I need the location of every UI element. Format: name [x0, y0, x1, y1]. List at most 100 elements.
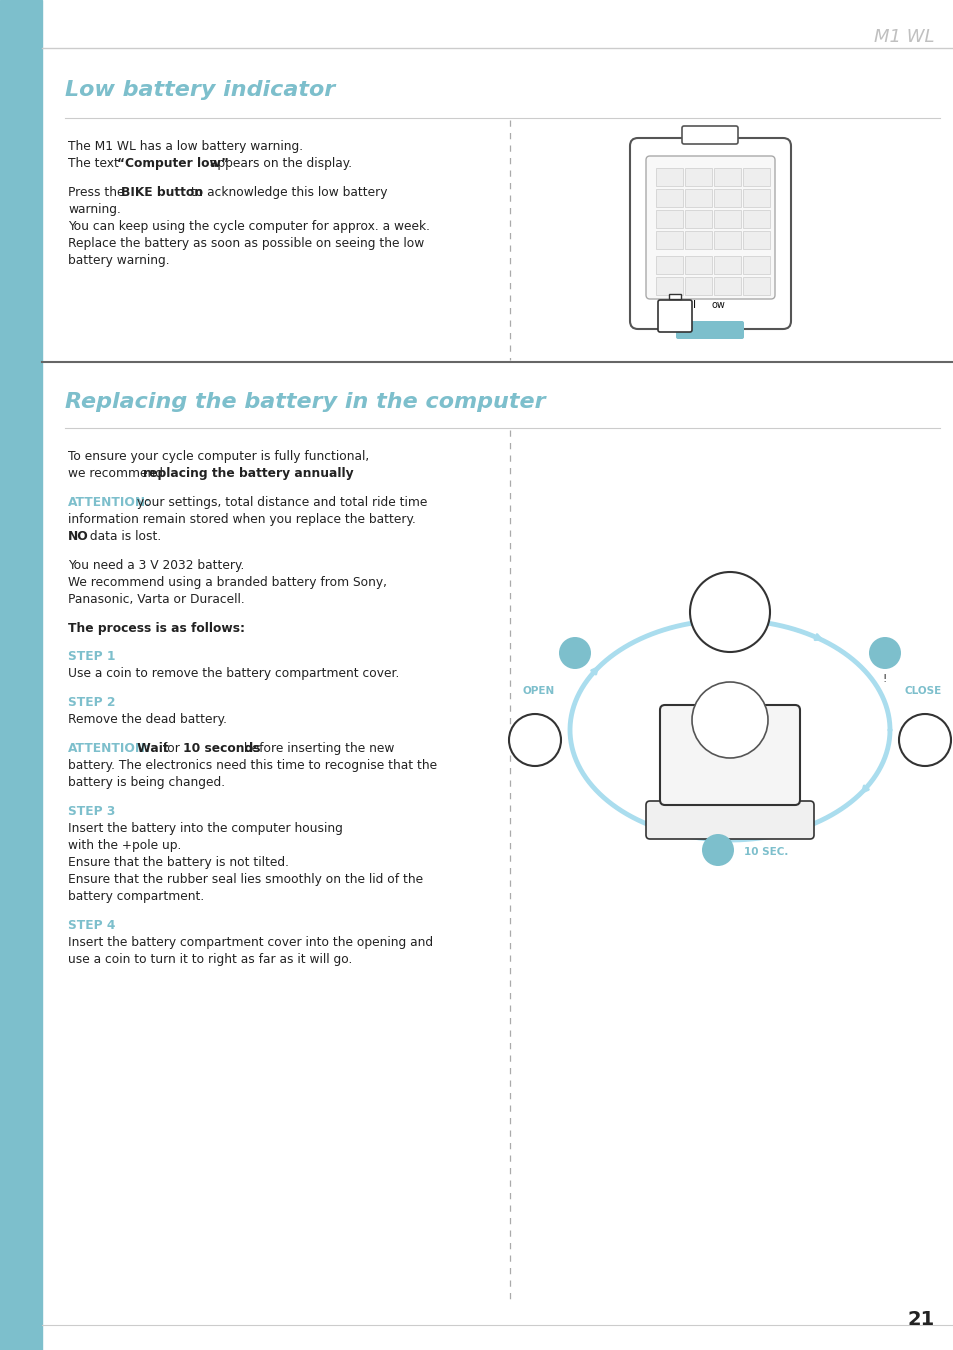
Text: STEP 3: STEP 3 — [68, 805, 115, 818]
Text: Ensure that the battery is not tilted.: Ensure that the battery is not tilted. — [68, 856, 289, 869]
Bar — [742, 277, 769, 296]
Text: 21: 21 — [907, 1310, 934, 1328]
Text: your settings, total distance and total ride time: your settings, total distance and total … — [132, 495, 427, 509]
Text: You need a 3 V 2032 battery.: You need a 3 V 2032 battery. — [68, 559, 244, 572]
Text: battery warning.: battery warning. — [68, 254, 170, 267]
Text: ATTENTION:: ATTENTION: — [68, 743, 151, 755]
FancyBboxPatch shape — [645, 157, 774, 298]
Bar — [656, 189, 682, 207]
Bar — [742, 256, 769, 274]
Bar — [713, 167, 740, 186]
Text: .: . — [305, 467, 309, 481]
Text: You can keep using the cycle computer for approx. a week.: You can keep using the cycle computer fo… — [68, 220, 430, 234]
Text: !: ! — [882, 674, 886, 684]
Bar — [668, 294, 680, 298]
FancyBboxPatch shape — [676, 321, 743, 339]
Text: The process is as follows:: The process is as follows: — [68, 622, 245, 634]
Bar — [713, 277, 740, 296]
Text: information remain stored when you replace the battery.: information remain stored when you repla… — [68, 513, 416, 526]
Text: with the +pole up.: with the +pole up. — [68, 838, 181, 852]
Text: Ensure that the rubber seal lies smoothly on the lid of the: Ensure that the rubber seal lies smoothl… — [68, 873, 423, 886]
Text: 2: 2 — [713, 837, 721, 850]
Circle shape — [691, 682, 767, 757]
Text: STEP 2: STEP 2 — [68, 697, 115, 709]
Text: Press the: Press the — [68, 186, 129, 198]
Text: before inserting the new: before inserting the new — [240, 743, 394, 755]
Text: To ensure your cycle computer is fully functional,: To ensure your cycle computer is fully f… — [68, 450, 369, 463]
Bar — [742, 167, 769, 186]
Text: Remove the dead battery.: Remove the dead battery. — [68, 713, 227, 726]
Text: to acknowledge this low battery: to acknowledge this low battery — [187, 186, 387, 198]
Text: Replacing the battery in the computer: Replacing the battery in the computer — [65, 392, 545, 412]
Text: Replace the battery as soon as possible on seeing the low: Replace the battery as soon as possible … — [68, 238, 424, 250]
Circle shape — [701, 834, 733, 865]
Circle shape — [868, 637, 900, 670]
Text: warning.: warning. — [68, 202, 121, 216]
Bar — [684, 167, 711, 186]
Text: ow: ow — [710, 300, 724, 310]
Text: STEP 4: STEP 4 — [68, 919, 115, 931]
Text: replacing the battery annually: replacing the battery annually — [143, 467, 354, 481]
Text: data is lost.: data is lost. — [86, 531, 161, 543]
Bar — [656, 167, 682, 186]
FancyBboxPatch shape — [629, 138, 790, 329]
Bar — [684, 256, 711, 274]
Text: OPEN: OPEN — [522, 687, 555, 697]
Bar — [713, 189, 740, 207]
Text: Low battery indicator: Low battery indicator — [65, 80, 335, 100]
FancyBboxPatch shape — [658, 300, 691, 332]
Text: +: + — [723, 707, 735, 721]
Text: battery. The electronics need this time to recognise that the: battery. The electronics need this time … — [68, 759, 436, 772]
Circle shape — [689, 572, 769, 652]
Bar — [684, 189, 711, 207]
Text: M1 WL: M1 WL — [874, 28, 934, 46]
Text: use a coin to turn it to right as far as it will go.: use a coin to turn it to right as far as… — [68, 953, 352, 967]
Bar — [742, 189, 769, 207]
Text: we recommend: we recommend — [68, 467, 167, 481]
Text: We recommend using a branded battery from Sony,: We recommend using a branded battery fro… — [68, 576, 387, 589]
Text: Use a coin to remove the battery compartment cover.: Use a coin to remove the battery compart… — [68, 667, 399, 680]
Text: ATTENTION:: ATTENTION: — [68, 495, 151, 509]
Text: battery compartment.: battery compartment. — [68, 890, 204, 903]
Bar — [684, 231, 711, 248]
Text: Wait: Wait — [132, 743, 169, 755]
Bar — [656, 231, 682, 248]
Circle shape — [509, 714, 560, 765]
Text: 10 seconds: 10 seconds — [183, 743, 260, 755]
FancyBboxPatch shape — [681, 126, 738, 144]
Circle shape — [898, 714, 950, 765]
Text: 1: 1 — [880, 640, 888, 653]
FancyBboxPatch shape — [659, 705, 800, 805]
Text: NO: NO — [68, 531, 89, 543]
Text: “Computer low”: “Computer low” — [117, 157, 229, 170]
Text: CLOSE: CLOSE — [904, 687, 942, 697]
Text: 3: 3 — [570, 640, 578, 653]
Text: Insert the battery into the computer housing: Insert the battery into the computer hou… — [68, 822, 342, 836]
Bar — [742, 211, 769, 228]
Text: STEP 1: STEP 1 — [68, 649, 115, 663]
Text: NEW: NEW — [523, 732, 545, 741]
Bar — [656, 211, 682, 228]
Text: 10 SEC.: 10 SEC. — [743, 846, 787, 857]
Bar — [684, 211, 711, 228]
FancyBboxPatch shape — [645, 801, 813, 838]
Text: Panasonic, Varta or Duracell.: Panasonic, Varta or Duracell. — [68, 593, 245, 606]
Bar — [656, 256, 682, 274]
Text: for: for — [159, 743, 184, 755]
Text: l: l — [693, 300, 696, 310]
Text: BIKE button: BIKE button — [121, 186, 203, 198]
Text: Insert the battery compartment cover into the opening and: Insert the battery compartment cover int… — [68, 936, 433, 949]
Text: battery is being changed.: battery is being changed. — [68, 776, 225, 788]
Text: The M1 WL has a low battery warning.: The M1 WL has a low battery warning. — [68, 140, 303, 153]
Bar — [713, 256, 740, 274]
Bar — [0, 0, 42, 1350]
Circle shape — [558, 637, 590, 670]
Text: OLD: OLD — [915, 732, 934, 741]
Bar — [684, 277, 711, 296]
Bar — [713, 231, 740, 248]
Text: appears on the display.: appears on the display. — [206, 157, 352, 170]
Bar — [656, 277, 682, 296]
Bar — [713, 211, 740, 228]
Text: The text: The text — [68, 157, 123, 170]
Bar — [742, 231, 769, 248]
